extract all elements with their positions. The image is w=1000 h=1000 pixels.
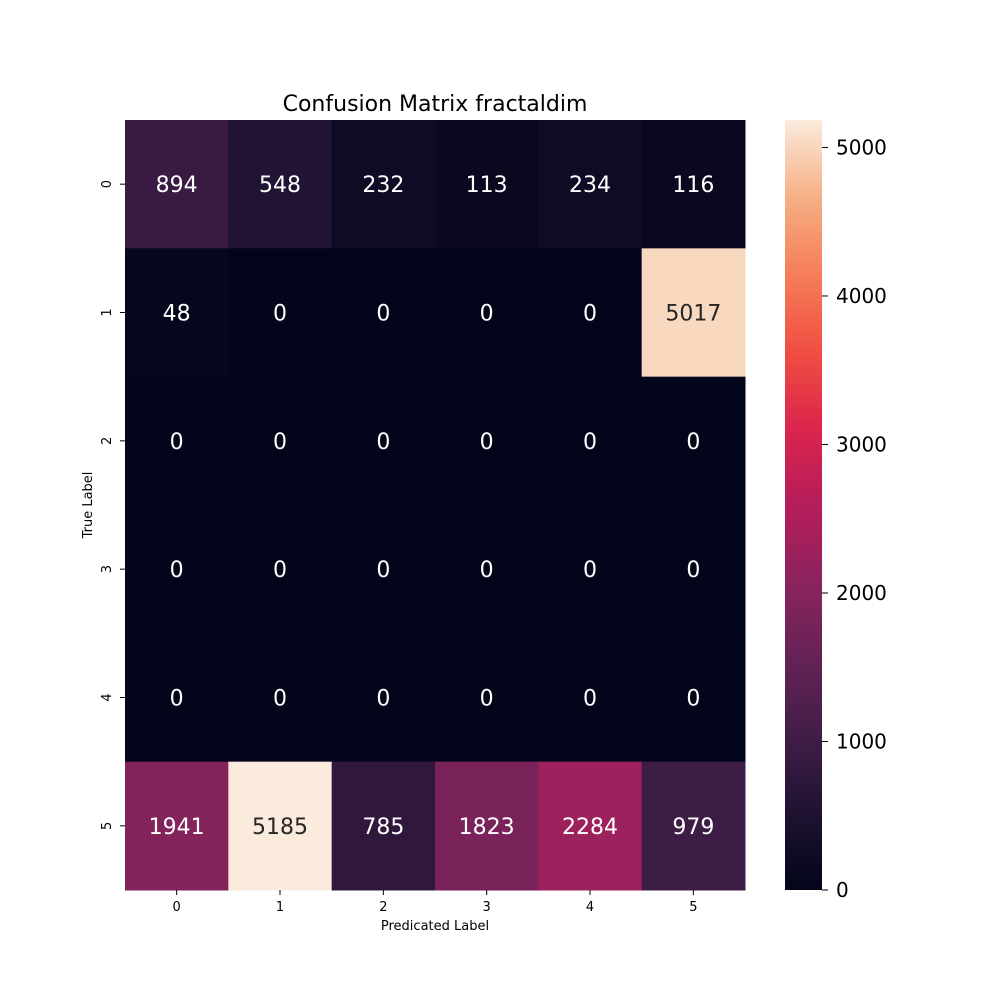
heatmap-cell	[228, 633, 333, 763]
heatmap-cell	[125, 761, 229, 891]
y-tick-label: 2	[100, 437, 115, 445]
heatmap-cell	[435, 376, 539, 506]
heatmap-cell	[641, 633, 746, 763]
x-tick-label: 2	[379, 900, 387, 915]
cell-value-label: 0	[273, 687, 287, 712]
heatmap-cell	[538, 376, 643, 506]
heatmap-cell	[125, 633, 229, 763]
cell-value-label: 2284	[562, 815, 618, 840]
heatmap-cell	[538, 120, 643, 249]
colorbar-tick-label: 5000	[836, 135, 887, 159]
x-tick-label: 1	[276, 900, 284, 915]
y-tick-label: 0	[100, 180, 115, 188]
cell-value-label: 785	[362, 815, 404, 840]
colorbar-tick-label: 2000	[836, 581, 887, 605]
heatmap-cell	[331, 761, 436, 891]
cell-value-label: 0	[480, 558, 494, 583]
cell-value-label: 1941	[149, 815, 205, 840]
cell-value-label: 0	[376, 430, 390, 455]
y-tick-label: 5	[100, 822, 115, 830]
cell-value-label: 48	[163, 302, 191, 327]
heatmap-cell	[331, 120, 436, 249]
cell-value-label: 0	[480, 687, 494, 712]
colorbar-tick-label: 1000	[836, 729, 887, 753]
cell-value-label: 0	[583, 302, 597, 327]
heatmap-cell	[538, 761, 643, 891]
cell-value-label: 0	[273, 558, 287, 583]
cell-value-label: 1823	[459, 815, 515, 840]
heatmap-cell	[228, 505, 333, 634]
heatmap-cell	[641, 505, 746, 634]
cell-value-label: 548	[259, 173, 301, 198]
heatmap-cell	[228, 248, 333, 378]
cell-value-label: 0	[170, 430, 184, 455]
x-tick-label: 4	[586, 900, 594, 915]
cell-value-label: 5185	[252, 815, 308, 840]
cell-value-label: 0	[583, 558, 597, 583]
cell-value-label: 0	[480, 302, 494, 327]
heatmap-cell	[435, 120, 539, 249]
heatmap-cell	[331, 633, 436, 763]
heatmap-cells: 894 548 232 113 234 116 48 0 0 0 0 5017 0 0 0 0 0 0 0 0 0 0 0 0…	[125, 120, 746, 891]
y-axis-ticks: 0 1 2 3 4 5	[100, 180, 125, 830]
colorbar-tick-label: 3000	[836, 432, 887, 456]
colorbar-tick-label: 4000	[836, 284, 887, 308]
heatmap-cell	[641, 120, 746, 249]
heatmap-cell	[228, 761, 333, 891]
cell-value-label: 113	[466, 173, 508, 198]
heatmap-cell	[435, 505, 539, 634]
heatmap-cell	[228, 376, 333, 506]
heatmap-cell	[125, 120, 229, 249]
cell-value-label: 0	[583, 687, 597, 712]
heatmap-cell	[228, 120, 333, 249]
heatmap-cell	[125, 505, 229, 634]
cell-value-label: 232	[362, 173, 404, 198]
heatmap-cell	[538, 633, 643, 763]
cell-value-label: 0	[273, 302, 287, 327]
cell-value-label: 0	[170, 687, 184, 712]
cell-value-label: 5017	[665, 302, 721, 327]
colorbar-tick-label: 0	[836, 878, 849, 902]
x-tick-label: 5	[689, 900, 697, 915]
colorbar	[785, 120, 822, 890]
cell-value-label: 0	[273, 430, 287, 455]
cell-value-label: 116	[672, 173, 714, 198]
x-axis-label: Predicated Label	[381, 919, 489, 934]
cell-value-label: 0	[376, 302, 390, 327]
heatmap-cell	[641, 248, 746, 378]
heatmap-cell	[538, 248, 643, 378]
colorbar-ticks: 0 1000 2000 3000 4000 5000	[822, 135, 887, 902]
cell-value-label: 0	[583, 430, 597, 455]
y-tick-label: 1	[100, 308, 115, 316]
y-axis-label: True Label	[81, 472, 96, 540]
heatmap-cell	[331, 248, 436, 378]
cell-value-label: 0	[686, 687, 700, 712]
heatmap-cell	[125, 248, 229, 378]
heatmap-cell	[435, 633, 539, 763]
cell-value-label: 0	[376, 687, 390, 712]
chart-title: Confusion Matrix fractaldim	[283, 92, 588, 117]
heatmap-cell	[435, 761, 539, 891]
cell-value-label: 0	[376, 558, 390, 583]
heatmap-cell	[435, 248, 539, 378]
cell-value-label: 0	[686, 430, 700, 455]
x-tick-label: 0	[173, 900, 181, 915]
y-tick-label: 4	[100, 693, 115, 701]
x-tick-label: 3	[483, 900, 491, 915]
cell-value-label: 979	[672, 815, 714, 840]
heatmap-cell	[125, 376, 229, 506]
cell-value-label: 0	[170, 558, 184, 583]
cell-value-label: 0	[480, 430, 494, 455]
cell-value-label: 234	[569, 173, 611, 198]
heatmap-cell	[538, 505, 643, 634]
cell-value-label: 894	[156, 173, 198, 198]
cell-value-label: 0	[686, 558, 700, 583]
y-tick-label: 3	[100, 565, 115, 573]
heatmap-cell	[641, 761, 746, 891]
heatmap-cell	[641, 376, 746, 506]
heatmap-cell	[331, 376, 436, 506]
heatmap-cell	[331, 505, 436, 634]
x-axis-ticks: 0 1 2 3 4 5	[173, 890, 697, 915]
